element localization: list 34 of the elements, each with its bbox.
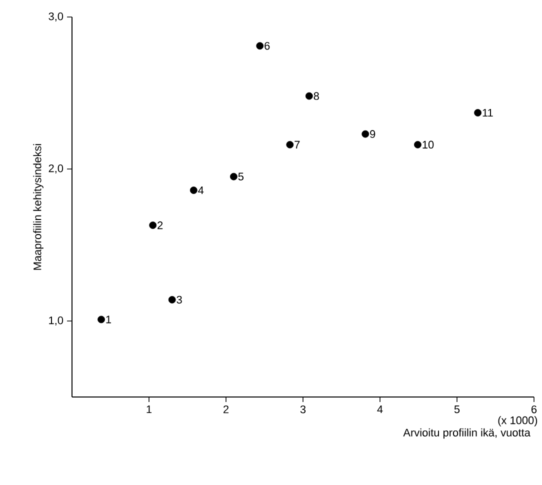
point [98,316,105,324]
annotation: 11 [482,108,493,117]
annotation: 8 [314,92,319,100]
text: (x 1000) [498,416,538,426]
x-tick-label: 4 [377,406,383,414]
annotation: 2 [158,221,163,230]
x-axis-title: Arvioitu profiilin ikä, vuotta [403,428,530,439]
annotation: 3 [176,296,182,304]
annotation: 7 [294,140,300,148]
point [190,186,198,194]
x-tick-label: 3 [300,406,306,414]
point [414,140,422,148]
annotation: 4 [198,186,204,194]
point [286,140,294,148]
point [149,222,157,229]
x-tick-label: 6 [532,406,537,414]
point [230,172,238,180]
y-tick-label: 1,0 [49,316,64,326]
annotation: 9 [370,130,376,138]
y-tick-label: 2,0 [48,164,64,174]
point [256,42,264,50]
point [362,130,370,138]
y-tick-label: 3,0 [48,12,64,22]
x-tick-label: 5 [454,406,460,414]
point [474,109,482,116]
annotation: 5 [238,172,244,180]
annotation: 10 [422,140,434,149]
point [168,296,176,304]
annotation: 1 [106,316,112,324]
x-tick-label: 2 [224,406,228,414]
y-axis-title: Maaprofiilin kehitysindeksi [33,144,44,270]
annotation: 6 [264,42,270,50]
x-tick-label: 1 [146,406,152,414]
point [305,92,313,100]
